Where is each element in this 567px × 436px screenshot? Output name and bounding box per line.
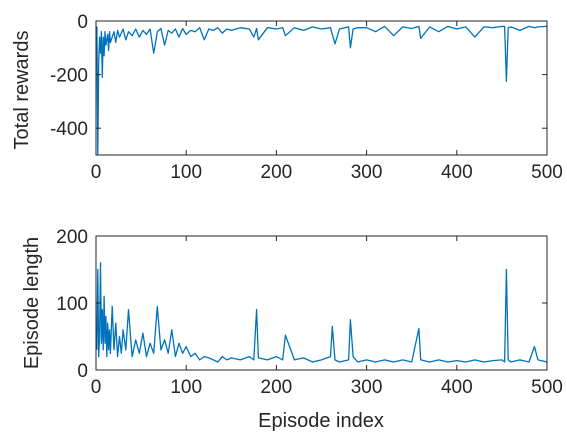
rewards-plot-area: 0 100 200 300 400 500 0 -200 -400 — [50, 12, 563, 183]
rewards-series-line — [96, 25, 548, 156]
rewards-x-tick-label: 300 — [351, 162, 383, 183]
rewards-x-tick-label: 400 — [441, 162, 473, 183]
episode-length-y-tick-label: 100 — [56, 294, 88, 315]
x-axis-label: Episode index — [258, 410, 384, 432]
rewards-y-tick-label: 0 — [77, 12, 88, 33]
rewards-axes-box — [95, 20, 548, 156]
episode-length-x-tick-label: 300 — [351, 377, 383, 398]
rewards-y-axis-label: Total rewards — [11, 31, 33, 150]
rewards-y-tick-label: -400 — [50, 119, 88, 140]
episode-length-x-tick-label: 100 — [170, 377, 202, 398]
rewards-x-tick-label: 0 — [91, 162, 102, 183]
episode-length-x-tick-label: 400 — [441, 377, 473, 398]
rewards-x-tick-label: 100 — [170, 162, 202, 183]
rewards-x-tick-label: 500 — [531, 162, 563, 183]
episode-length-y-axis-label: Episode length — [21, 237, 43, 369]
episode-length-y-tick-label: 0 — [77, 361, 88, 382]
episode-length-x-tick-label: 0 — [91, 377, 102, 398]
rewards-panel: 0 100 200 300 400 500 0 -200 -400 Total rewards — [11, 12, 563, 183]
episode-length-x-tick-label: 500 — [531, 377, 563, 398]
rewards-x-tick-label: 200 — [261, 162, 293, 183]
episode-length-plot-area: 0 100 200 300 400 500 0 100 200 — [56, 227, 563, 398]
episode-length-x-tick-label: 200 — [261, 377, 293, 398]
episode-length-y-tick-label: 200 — [56, 227, 88, 248]
rewards-y-tick-label: -200 — [50, 66, 88, 87]
episode-length-panel: 0 100 200 300 400 500 0 100 200 Episode length E… — [21, 227, 563, 432]
episode-length-series-line — [96, 262, 548, 363]
